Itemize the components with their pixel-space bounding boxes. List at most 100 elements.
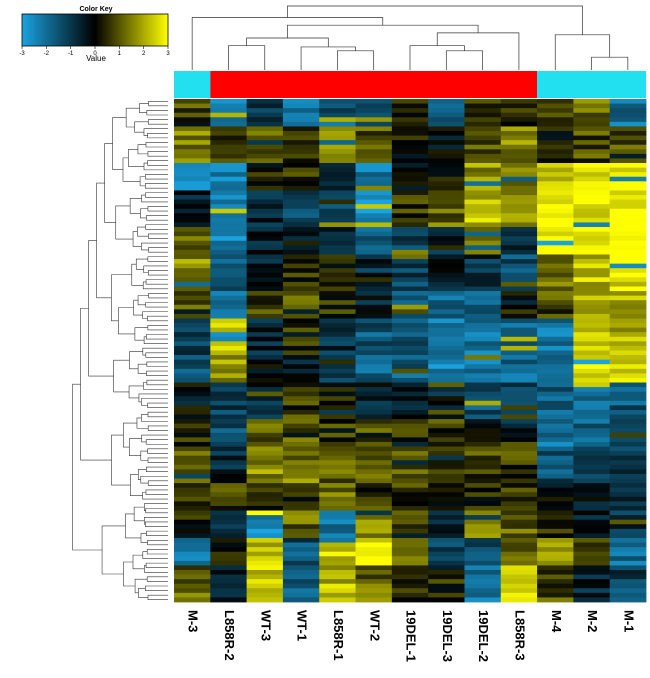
- dendrogram-branch: [145, 585, 168, 591]
- heatmap-cell: [609, 391, 647, 397]
- heatmap-cell: [282, 259, 320, 265]
- heatmap-cell: [391, 359, 429, 365]
- heatmap-cell: [282, 318, 320, 324]
- heatmap-cell: [573, 117, 611, 123]
- heatmap-cell: [500, 460, 538, 466]
- heatmap-cell: [428, 592, 465, 598]
- heatmap-cell: [246, 519, 284, 525]
- heatmap-cell: [355, 112, 393, 118]
- heatmap-cell: [210, 158, 248, 164]
- heatmap-cell: [500, 515, 538, 521]
- heatmap-cell: [174, 592, 211, 598]
- heatmap-cell: [537, 551, 574, 557]
- heatmap-cell: [355, 263, 393, 269]
- heatmap-cell: [210, 524, 248, 530]
- heatmap-cell: [174, 249, 211, 255]
- heatmap-cell: [391, 149, 429, 155]
- heatmap-cell: [609, 359, 647, 365]
- heatmap-cell: [282, 528, 320, 534]
- heatmap-cell: [500, 272, 538, 278]
- heatmap-cell: [282, 359, 320, 365]
- heatmap-cell: [573, 126, 611, 132]
- heatmap-cell: [210, 569, 248, 575]
- heatmap-cell: [246, 163, 284, 168]
- heatmap-cell: [319, 464, 356, 470]
- heatmap-cell: [282, 565, 320, 571]
- heatmap-cell: [210, 249, 248, 255]
- heatmap-cell: [537, 396, 574, 402]
- heatmap-cell: [537, 277, 574, 283]
- heatmap-cell: [282, 99, 320, 104]
- heatmap-cell: [500, 537, 538, 543]
- heatmap-cell: [282, 140, 320, 146]
- heatmap-cell: [609, 355, 647, 361]
- heatmap-cell: [355, 542, 393, 548]
- heatmap-cell: [319, 245, 356, 251]
- heatmap-cell: [573, 505, 611, 511]
- heatmap-cell: [210, 149, 248, 155]
- heatmap-cell: [282, 323, 320, 329]
- heatmap-cell: [609, 487, 647, 493]
- heatmap-cell: [428, 409, 465, 415]
- heatmap-cell: [391, 217, 429, 223]
- heatmap-cell: [210, 222, 248, 228]
- heatmap-cell: [246, 318, 284, 324]
- heatmap-cell: [537, 176, 574, 182]
- heatmap-cell: [500, 181, 538, 187]
- heatmap-cell: [246, 185, 284, 191]
- heatmap-cell: [537, 414, 574, 420]
- heatmap-cell: [391, 355, 429, 361]
- heatmap-cell: [174, 391, 211, 397]
- heatmap-cell: [428, 350, 465, 356]
- heatmap-cell: [391, 496, 429, 502]
- dendrogram-branch: [148, 233, 168, 239]
- heatmap-cell: [319, 227, 356, 233]
- heatmap-cell: [246, 268, 284, 274]
- heatmap-cell: [355, 359, 393, 365]
- heatmap-cell: [428, 414, 465, 420]
- heatmap-cell: [174, 153, 211, 159]
- heatmap-cell: [210, 542, 248, 548]
- heatmap-cell: [319, 359, 356, 365]
- heatmap-cell: [319, 382, 356, 388]
- heatmap-cell: [428, 199, 465, 205]
- heatmap-cell: [500, 487, 538, 493]
- heatmap-cell: [282, 135, 320, 141]
- heatmap-cell: [355, 355, 393, 361]
- dendrogram-branch: [228, 45, 266, 70]
- column-label: 19DEL-3: [440, 610, 455, 662]
- heatmap-cell: [319, 387, 356, 393]
- heatmap-cell: [355, 327, 393, 333]
- heatmap-cell: [428, 455, 465, 461]
- heatmap-cell: [174, 332, 211, 338]
- heatmap-cell: [246, 304, 284, 310]
- heatmap-cell: [428, 121, 465, 127]
- heatmap-cell: [282, 597, 320, 603]
- heatmap-cell: [609, 323, 647, 329]
- heatmap-cell: [428, 158, 465, 164]
- heatmap-cell: [319, 121, 356, 127]
- dendrogram-branch: [146, 361, 168, 367]
- heatmap-cell: [210, 414, 248, 420]
- heatmap-cell: [246, 597, 284, 603]
- heatmap-cell: [355, 103, 393, 109]
- heatmap-cell: [609, 473, 647, 479]
- heatmap-cell: [282, 103, 320, 109]
- heatmap-cell: [609, 163, 647, 168]
- heatmap-cell: [537, 149, 574, 155]
- heatmap-cell: [573, 364, 611, 370]
- heatmap-cell: [174, 126, 211, 132]
- dendrogram-branch: [148, 293, 168, 299]
- heatmap-cell: [609, 268, 647, 274]
- heatmap-cell: [500, 108, 538, 114]
- heatmap-cell: [246, 195, 284, 200]
- heatmap-cell: [391, 368, 429, 374]
- heatmap-cell: [319, 268, 356, 274]
- heatmap-cell: [210, 533, 248, 539]
- heatmap-cell: [391, 560, 429, 566]
- heatmap-cell: [210, 588, 248, 594]
- column-labels: M-3 L858R-2 WT-3 WT-1 L858R-1 WT-2 19DEL-1 19DE…: [186, 610, 637, 662]
- heatmap-cell: [174, 588, 211, 594]
- heatmap-cell: [282, 181, 320, 187]
- heatmap-cell: [319, 579, 356, 585]
